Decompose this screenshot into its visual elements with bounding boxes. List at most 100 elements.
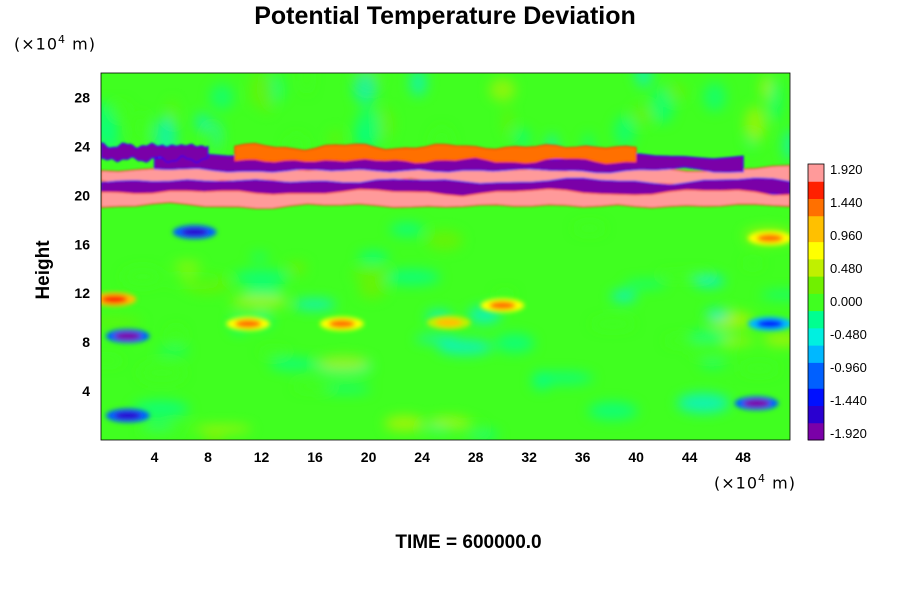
- band-layer: [101, 188, 790, 209]
- colorbar-label: 1.440: [830, 195, 863, 210]
- y-axis-unit: (×104 m): [14, 33, 96, 54]
- texture-blob: [204, 433, 225, 440]
- wave-blob: [409, 73, 428, 97]
- colorbar-step: [808, 258, 824, 268]
- colorbar-step: [808, 224, 824, 234]
- colorbar-step: [808, 388, 824, 398]
- texture-blob: [676, 393, 730, 414]
- plot-frame: [100, 72, 791, 441]
- colorbar-step: [808, 345, 824, 355]
- y-tick-labels: 4 8 12 16 20 24 28: [74, 89, 90, 399]
- texture-blob: [688, 330, 732, 343]
- y-tick-label: 24: [74, 138, 90, 154]
- colorbar-step: [808, 396, 824, 406]
- texture-blob: [101, 317, 143, 326]
- colorbar-label: -1.920: [830, 426, 867, 441]
- wave-blob: [195, 112, 210, 132]
- wave-blob: [130, 112, 150, 143]
- x-tick-labels: 4 8 12 16 20 24 28 32 36 40 44 48: [151, 449, 752, 465]
- field-features: [101, 225, 790, 423]
- texture-blob: [461, 422, 485, 435]
- texture-blob: [687, 339, 735, 357]
- field-texture: [101, 73, 790, 440]
- texture-blob: [699, 360, 727, 368]
- wave-blob: [782, 129, 790, 162]
- y-tick-label: 4: [82, 383, 90, 399]
- wave-blob: [513, 128, 531, 147]
- colorbar-step: [808, 414, 824, 424]
- y-tick-label: 20: [74, 187, 90, 203]
- wave-blob: [209, 84, 234, 110]
- x-tick-label: 16: [307, 449, 323, 465]
- feature-core: [235, 319, 262, 328]
- texture-blob: [233, 269, 290, 285]
- feature-core: [743, 399, 770, 408]
- colorbar-step: [808, 327, 824, 337]
- feature-core: [114, 411, 141, 420]
- feature-core: [435, 318, 462, 327]
- band-edge: [101, 188, 790, 210]
- texture-blob: [657, 271, 714, 278]
- wave-blob: [301, 73, 313, 95]
- y-tick-label: 16: [74, 236, 90, 252]
- texture-blob: [143, 421, 173, 429]
- colorbar-step: [808, 422, 824, 432]
- texture-blob: [415, 335, 459, 343]
- texture-blob: [258, 348, 289, 355]
- x-tick-label: 44: [682, 449, 698, 465]
- texture-blob: [357, 251, 390, 264]
- colorbar-frame: [807, 163, 825, 441]
- texture-blob: [494, 333, 535, 353]
- x-tick-label: 48: [735, 449, 751, 465]
- wave-blob: [634, 73, 653, 88]
- texture-blob: [443, 424, 468, 440]
- feature-core: [114, 332, 141, 341]
- texture-blob: [164, 275, 223, 286]
- chart-title: Potential Temperature Deviation: [254, 2, 636, 30]
- colorbar-label: -0.480: [830, 327, 867, 342]
- band-layer: [101, 178, 790, 199]
- x-tick-label: 28: [468, 449, 484, 465]
- wave-blob: [101, 101, 115, 145]
- x-tick-label: 36: [575, 449, 591, 465]
- texture-blob: [760, 290, 790, 300]
- texture-blob: [591, 318, 635, 330]
- x-tick-label: 20: [361, 449, 377, 465]
- x-axis-unit: (×104 m): [714, 472, 796, 493]
- texture-blob: [426, 230, 463, 251]
- colorbar-step: [808, 172, 824, 182]
- colorbar-label: 0.000: [830, 294, 863, 309]
- colorbar-step: [808, 181, 824, 191]
- texture-blob: [383, 269, 441, 286]
- texture-blob: [156, 347, 190, 355]
- texture-blob: [588, 401, 638, 420]
- texture-blob: [720, 337, 756, 345]
- wave-blob: [703, 82, 727, 112]
- texture-blob: [384, 415, 425, 431]
- texture-blob: [287, 261, 307, 275]
- field-bands: [101, 142, 790, 210]
- colorbar-step: [808, 233, 824, 243]
- texture-blob: [705, 308, 729, 322]
- y-tick-label: 12: [74, 285, 90, 301]
- texture-blob: [624, 280, 667, 289]
- colorbar-step: [808, 198, 824, 208]
- texture-blob: [762, 333, 790, 346]
- colorbar-step: [808, 215, 824, 225]
- colorbar-step: [808, 319, 824, 329]
- colorbar-label: 0.960: [830, 228, 863, 243]
- x-tick-label: 8: [204, 449, 212, 465]
- feature-core: [328, 319, 355, 328]
- colorbar-label: -0.960: [830, 360, 867, 375]
- texture-blob: [610, 290, 637, 303]
- wave-blob: [204, 124, 220, 155]
- colorbar-step: [808, 310, 824, 320]
- colorbar-step: [808, 284, 824, 294]
- texture-blob: [742, 258, 763, 268]
- band-layer: [101, 142, 208, 163]
- colorbar-step: [808, 302, 824, 312]
- wave-blob: [768, 79, 782, 122]
- feature-core: [756, 319, 783, 328]
- wave-blob: [329, 129, 341, 148]
